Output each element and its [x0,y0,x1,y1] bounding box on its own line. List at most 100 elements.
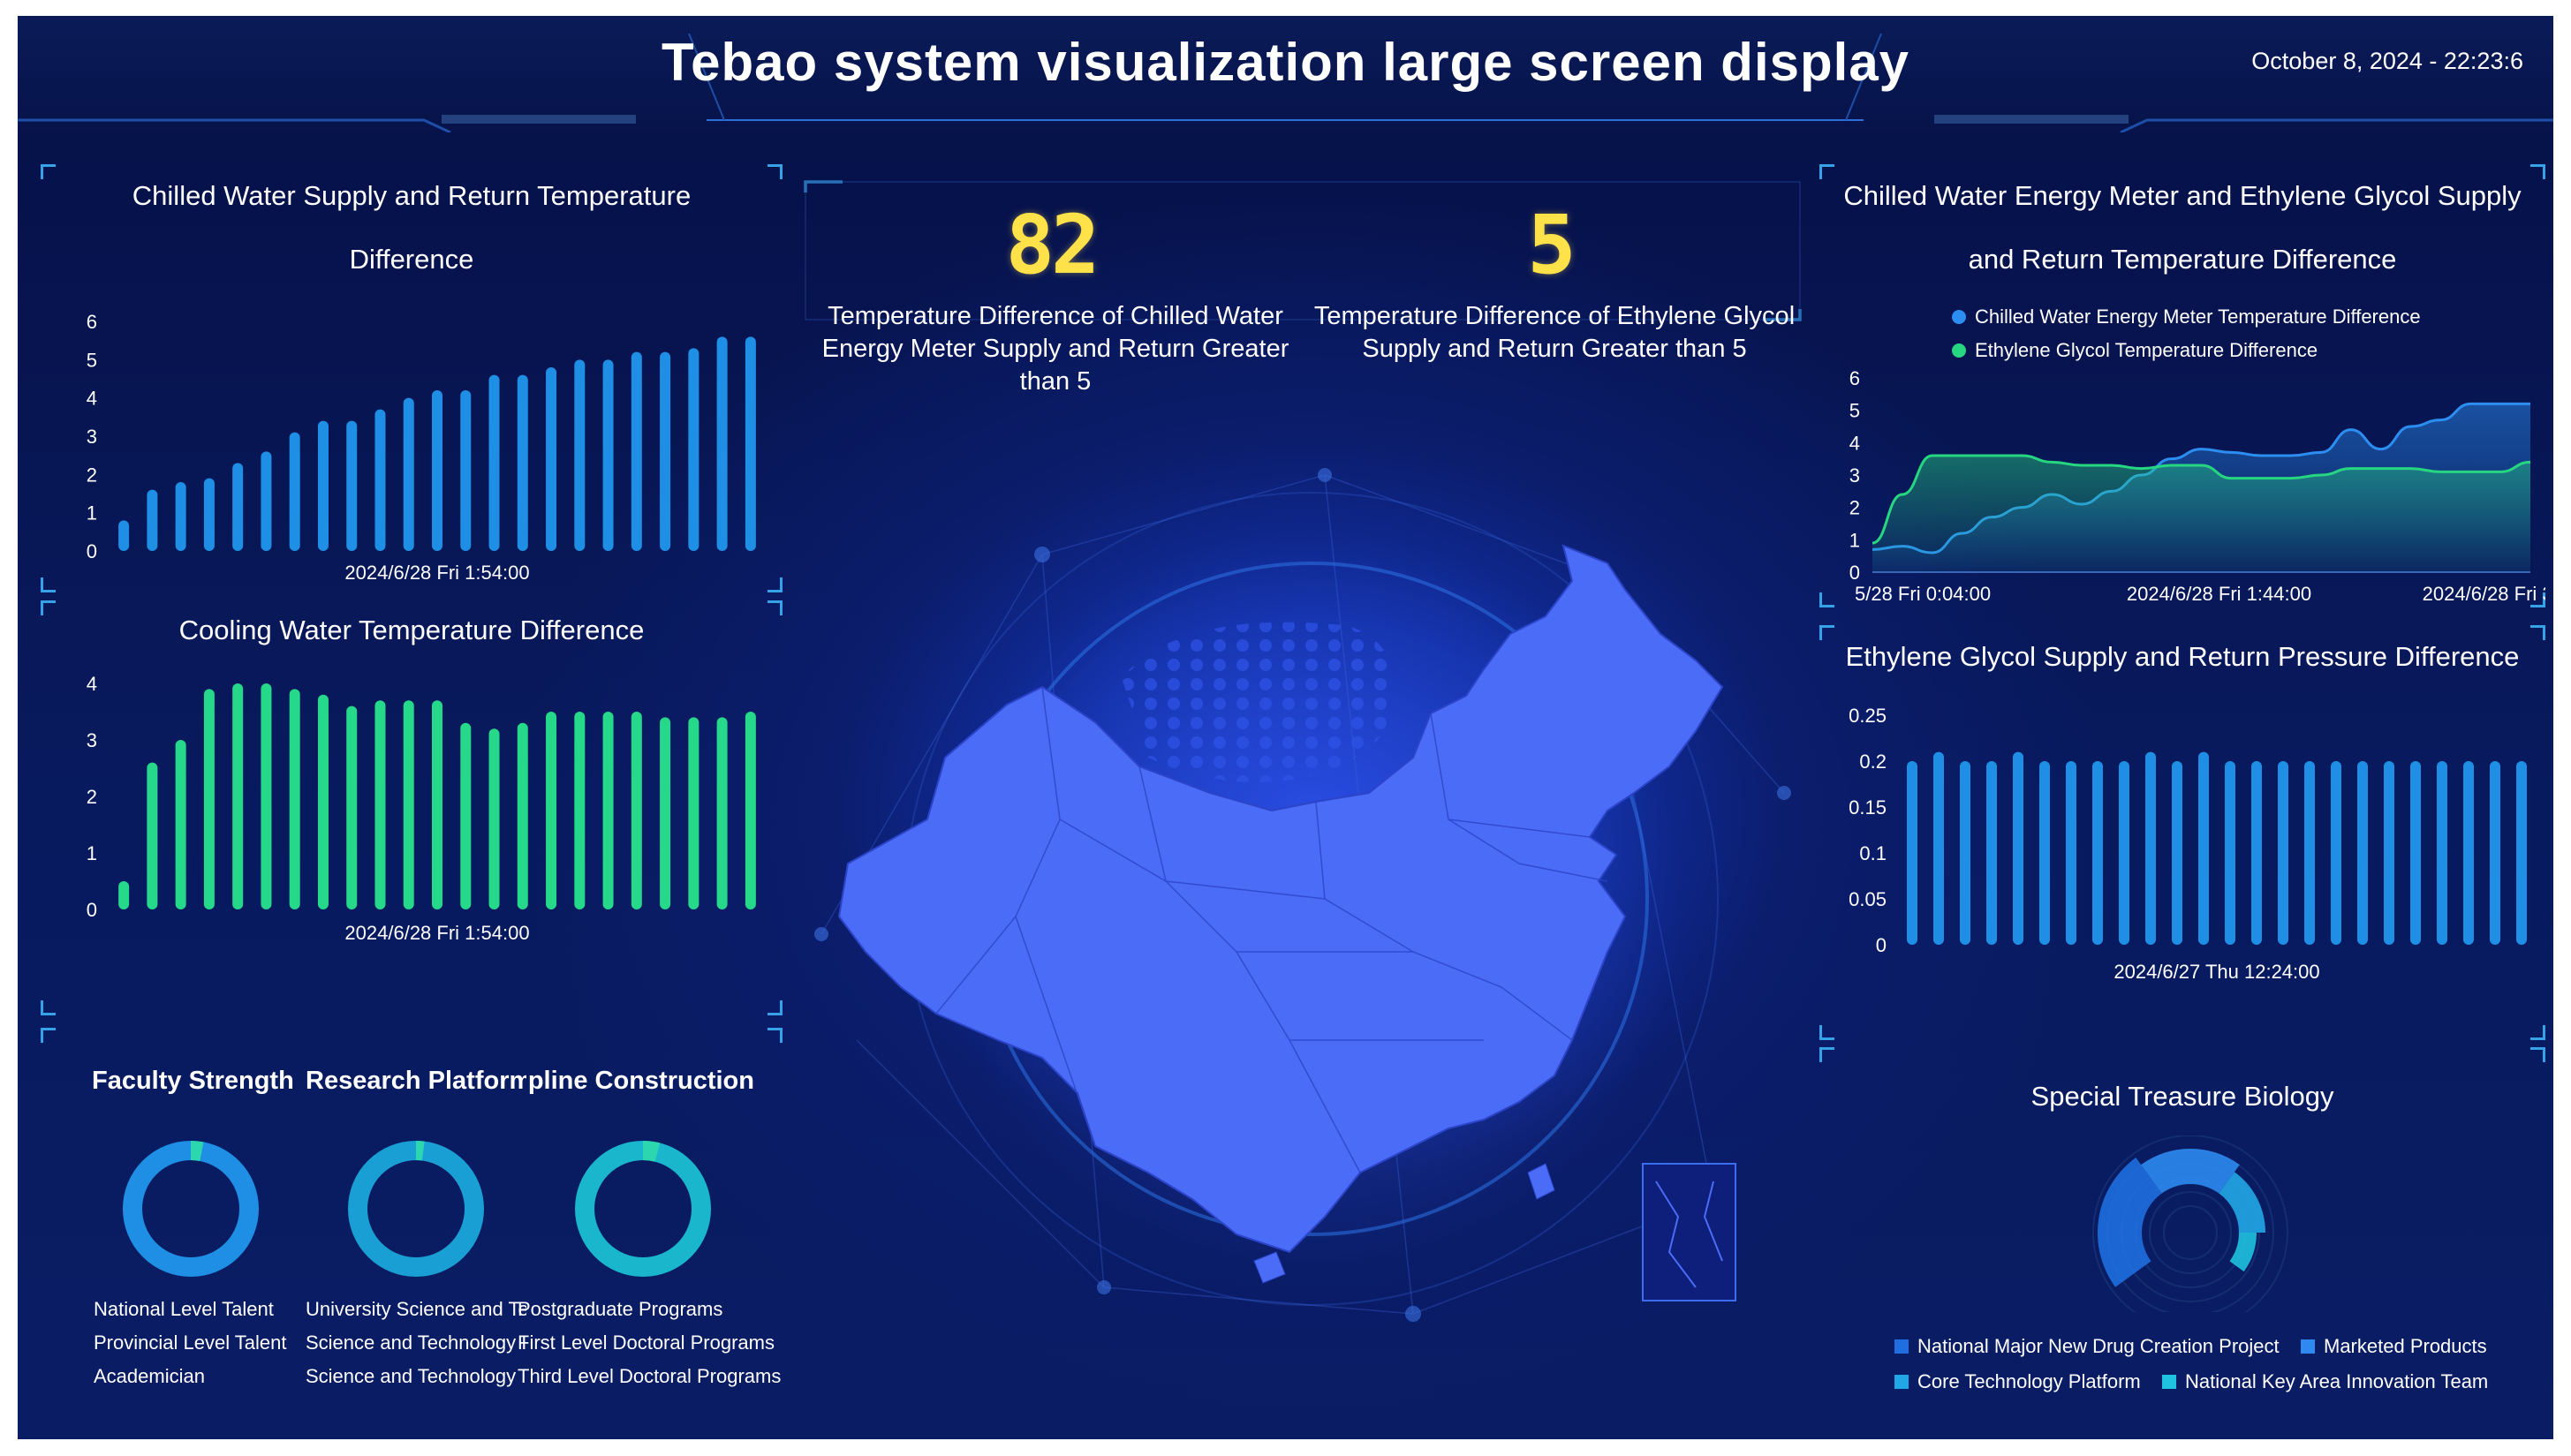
bar[interactable] [660,717,671,909]
bar[interactable] [1986,761,1997,945]
bar[interactable] [289,689,300,909]
discipline-legend-2: First Level Doctoral Programs [518,1332,775,1354]
bar[interactable] [232,683,244,909]
donut-segment[interactable] [190,1141,204,1162]
bar[interactable] [631,712,642,909]
cooling-water-title: Cooling Water Temperature Difference [178,615,645,645]
bar[interactable] [1907,761,1917,945]
bar[interactable] [2516,761,2527,945]
pie-slice[interactable] [2098,1158,2162,1287]
legend-bio-4-swatch [2162,1375,2176,1389]
bar[interactable] [317,694,329,909]
bar[interactable] [232,463,244,551]
bar[interactable] [2013,751,2023,945]
bar[interactable] [2278,761,2288,945]
bar[interactable] [432,390,442,551]
bar[interactable] [2410,761,2421,945]
y-tick-label: 1 [87,842,97,864]
bar[interactable] [2304,761,2315,945]
bar[interactable] [2225,761,2235,945]
bar[interactable] [2092,761,2103,945]
bar[interactable] [317,420,329,551]
bar[interactable] [203,689,215,909]
bar[interactable] [2490,761,2500,945]
bar[interactable] [118,520,130,551]
pie-slice[interactable] [2229,1233,2257,1272]
research-legend: University Science and Technology Scienc… [306,1293,526,1393]
donut-ring[interactable] [348,1141,484,1277]
donut-segment[interactable] [642,1141,661,1162]
donut-charts [123,1141,711,1277]
bar[interactable] [602,359,614,551]
dashboard-screen: Tebao system visualization large screen … [18,16,2553,1439]
donut-ring[interactable] [575,1141,711,1277]
bar[interactable] [147,762,158,909]
biology-title: Special Treasure Biology [2030,1081,2334,1112]
bar[interactable] [1960,761,1970,945]
bar[interactable] [546,367,557,551]
bar[interactable] [602,712,614,909]
bar[interactable] [374,700,386,909]
y-tick-label: 0 [1876,934,1887,956]
bar[interactable] [346,705,358,909]
discipline-construction-title: Discipline Construction [528,1067,754,1095]
bar[interactable] [403,397,414,551]
bar[interactable] [432,700,442,909]
legend-bio-3-swatch [1894,1375,1909,1389]
bar[interactable] [716,717,728,909]
donut-segment[interactable] [415,1141,425,1161]
pie-guide-ring [2163,1205,2218,1260]
bar[interactable] [175,740,186,909]
bar[interactable] [175,482,186,551]
bar[interactable] [2251,761,2262,945]
bar[interactable] [488,374,500,551]
y-tick-label: 0.25 [1849,705,1887,727]
bar[interactable] [2384,761,2394,945]
bar[interactable] [460,722,472,909]
bar[interactable] [745,336,756,551]
y-tick-label: 3 [87,426,97,448]
bar[interactable] [517,374,528,551]
pie-slice[interactable] [2141,1149,2240,1194]
bar[interactable] [631,351,642,551]
bar[interactable] [118,881,130,909]
bar[interactable] [574,359,586,551]
bar[interactable] [261,683,272,909]
y-tick-label: 4 [87,388,97,410]
pie-slice[interactable] [2219,1172,2265,1233]
bar[interactable] [488,728,500,909]
bar[interactable] [346,420,358,551]
bar[interactable] [660,351,671,551]
bar[interactable] [574,712,586,909]
bar[interactable] [203,478,215,551]
y-tick-label: 0.05 [1849,888,1887,910]
bar[interactable] [403,700,414,909]
bar[interactable] [2463,761,2474,945]
bar[interactable] [546,712,557,909]
bar[interactable] [2198,751,2209,945]
bar[interactable] [2172,761,2182,945]
bar[interactable] [261,451,272,551]
bar[interactable] [2357,761,2368,945]
bar[interactable] [374,409,386,551]
series-line[interactable] [1872,454,2531,545]
bar[interactable] [517,722,528,909]
bar[interactable] [745,712,756,909]
bar[interactable] [2039,761,2050,945]
bar[interactable] [460,390,472,551]
bar[interactable] [688,348,699,551]
x-axis-label: 2024/6/28 Fri 1:54:00 [344,562,529,584]
kpi-chilled-label: Temperature Difference of Chilled Water … [821,302,1289,396]
bar[interactable] [2437,761,2447,945]
bar[interactable] [147,489,158,551]
pie-guide-ring [2149,1191,2232,1274]
bar[interactable] [2331,761,2341,945]
bar[interactable] [2145,751,2156,945]
bar[interactable] [2119,761,2129,945]
bar[interactable] [2066,761,2076,945]
bar[interactable] [289,432,300,551]
donut-ring[interactable] [123,1141,259,1277]
bar[interactable] [716,336,728,551]
bar[interactable] [688,717,699,909]
bar[interactable] [1933,751,1944,945]
